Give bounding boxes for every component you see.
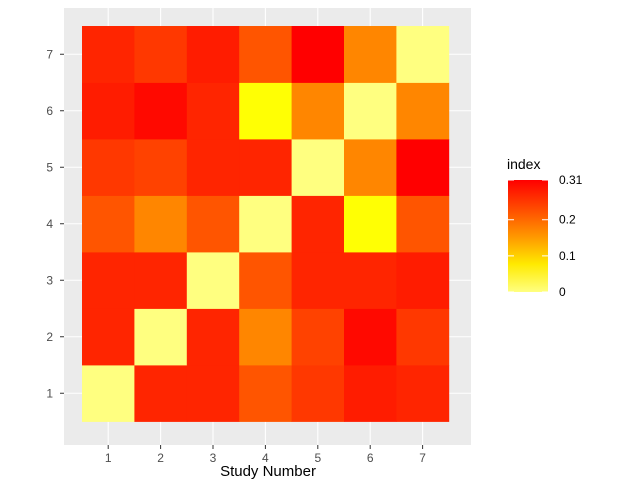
heatmap-cell [239,82,292,140]
heatmap-cell [239,365,292,422]
heatmap-cell [186,365,240,422]
heatmap-cell [239,252,292,309]
x-axis-ticks: 1 2 3 4 5 6 7 [105,445,426,465]
heatmap-cell [186,195,240,253]
heatmap-cell [396,82,450,140]
heatmap-cell [134,365,188,422]
heatmap-cell [134,195,188,253]
heatmap-cells [82,26,450,422]
y-tick-label: 4 [46,217,53,231]
heatmap-cell [82,26,135,83]
heatmap-cell [291,308,345,366]
heatmap-cell [186,252,240,309]
legend-tick-label: 0 [559,285,566,299]
heatmap-cell [239,26,292,83]
heatmap-cell [291,26,345,83]
heatmap-cell [134,26,188,83]
heatmap-cell [82,195,135,253]
x-tick-label: 6 [367,451,374,465]
heatmap-cell [396,26,450,83]
legend-tick-label: 0.1 [559,249,576,263]
heatmap-cell [82,252,135,309]
legend-tick-label: 0.2 [559,213,576,227]
heatmap-cell [344,365,397,422]
heatmap-cell [344,82,397,140]
heatmap-cell [396,365,450,422]
x-tick-label: 2 [157,451,164,465]
heatmap-cell [291,139,345,196]
heatmap-cell [396,139,450,196]
y-tick-label: 3 [46,273,53,287]
heatmap-cell [82,139,135,196]
heatmap-cell [291,82,345,140]
heatmap-cell [134,82,188,140]
heatmap-cell [239,308,292,366]
heatmap-cell [186,308,240,366]
heatmap-cell [186,82,240,140]
heatmap-cell [396,308,450,366]
heatmap-cell [239,195,292,253]
y-tick-label: 5 [46,160,53,174]
x-axis-title: Study Number [220,463,316,480]
legend-ticks: 0 0.1 0.2 0.31 [508,173,583,299]
legend-title: index [507,156,540,172]
x-tick-label: 4 [262,451,269,465]
heatmap-cell [344,26,397,83]
heatmap-cell [186,26,240,83]
x-tick-label: 1 [105,451,112,465]
heatmap-cell [396,195,450,253]
heatmap-cell [344,139,397,196]
heatmap-cell [134,308,188,366]
heatmap-cell [344,195,397,253]
y-tick-label: 1 [46,386,53,400]
heatmap-cell [186,139,240,196]
heatmap-cell [82,308,135,366]
heatmap-cell [134,139,188,196]
y-axis-ticks: 1 2 3 4 5 6 7 [46,47,64,400]
heatmap-cell [291,252,345,309]
legend-colorbar [508,180,548,292]
x-tick-label: 3 [210,451,217,465]
heatmap-cell [82,82,135,140]
x-tick-label: 5 [314,451,321,465]
heatmap-cell [344,308,397,366]
heatmap-cell [291,195,345,253]
legend-tick-label: 0.31 [559,173,583,187]
heatmap-cell [82,365,135,422]
heatmap-cell [239,139,292,196]
heatmap-cell [396,252,450,309]
y-tick-label: 7 [46,47,53,61]
y-tick-label: 6 [46,104,53,118]
heatmap-cell [344,252,397,309]
y-tick-label: 2 [46,330,53,344]
x-tick-label: 7 [419,451,426,465]
legend: index 0 0.1 0.2 0.31 [507,156,583,299]
heatmap-cell [134,252,188,309]
heatmap-cell [291,365,345,422]
